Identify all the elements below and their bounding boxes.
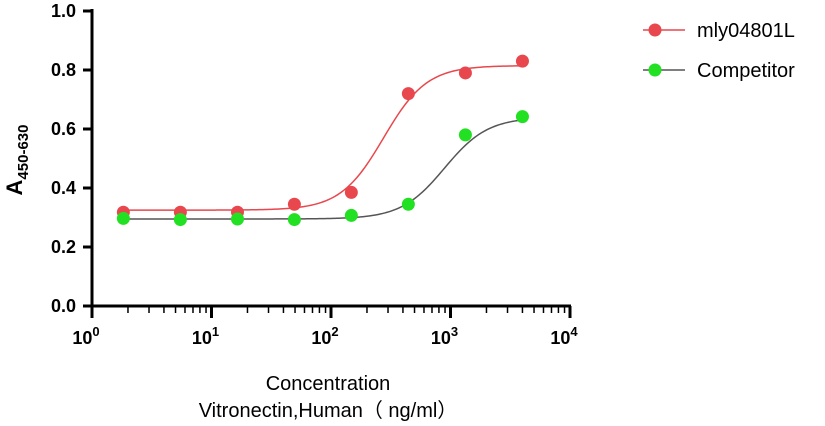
x-tick-label: 100 <box>72 324 99 348</box>
y-tick-label: 0.0 <box>51 296 76 316</box>
x-tick-label: 102 <box>311 324 338 348</box>
x-axis-subtitle: Vitronectin,Human（ ng/ml） <box>199 399 458 422</box>
data-point-series-1 <box>458 128 472 142</box>
data-point-series-0 <box>515 54 529 68</box>
data-point-series-1 <box>515 110 529 124</box>
legend-label-1: Competitor <box>697 60 795 82</box>
x-tick-label: 103 <box>431 324 458 348</box>
y-axis-title: A450-630 <box>2 125 32 196</box>
data-point-series-0 <box>287 197 301 211</box>
data-point-series-1 <box>287 213 301 227</box>
svg-text:A450-630: A450-630 <box>2 125 32 196</box>
fit-curves <box>123 65 523 220</box>
data-point-series-1 <box>173 213 187 227</box>
data-point-series-1 <box>401 197 415 211</box>
y-axis-title-main: A <box>2 179 27 195</box>
x-tick-label: 104 <box>550 324 578 348</box>
y-tick-label: 1.0 <box>51 1 76 21</box>
data-point-series-0 <box>344 185 358 199</box>
y-tick-label: 0.8 <box>51 60 76 80</box>
legend: mly04801L Competitor <box>643 20 795 82</box>
data-point-series-1 <box>116 211 130 225</box>
y-axis-title-sub: 450-630 <box>15 125 32 180</box>
fit-curve-series-1 <box>123 119 523 220</box>
y-tick-label: 0.2 <box>51 237 76 257</box>
data-point-series-1 <box>230 212 244 226</box>
x-tick-label: 101 <box>192 324 219 348</box>
data-point-series-1 <box>344 208 358 222</box>
fit-curve-series-0 <box>123 65 523 211</box>
x-axis-title: Concentration <box>266 373 391 395</box>
data-point-series-0 <box>458 66 472 80</box>
legend-label-0: mly04801L <box>697 20 795 42</box>
legend-marker-1 <box>648 63 662 77</box>
data-points <box>116 54 529 227</box>
axes-layer: 0.0 0.2 0.4 0.6 0.8 1.0 100 101 102 103 104 <box>51 1 578 348</box>
y-tick-label: 0.6 <box>51 119 76 139</box>
y-tick-label: 0.4 <box>51 178 76 198</box>
data-point-series-0 <box>401 87 415 101</box>
legend-marker-0 <box>648 23 662 37</box>
